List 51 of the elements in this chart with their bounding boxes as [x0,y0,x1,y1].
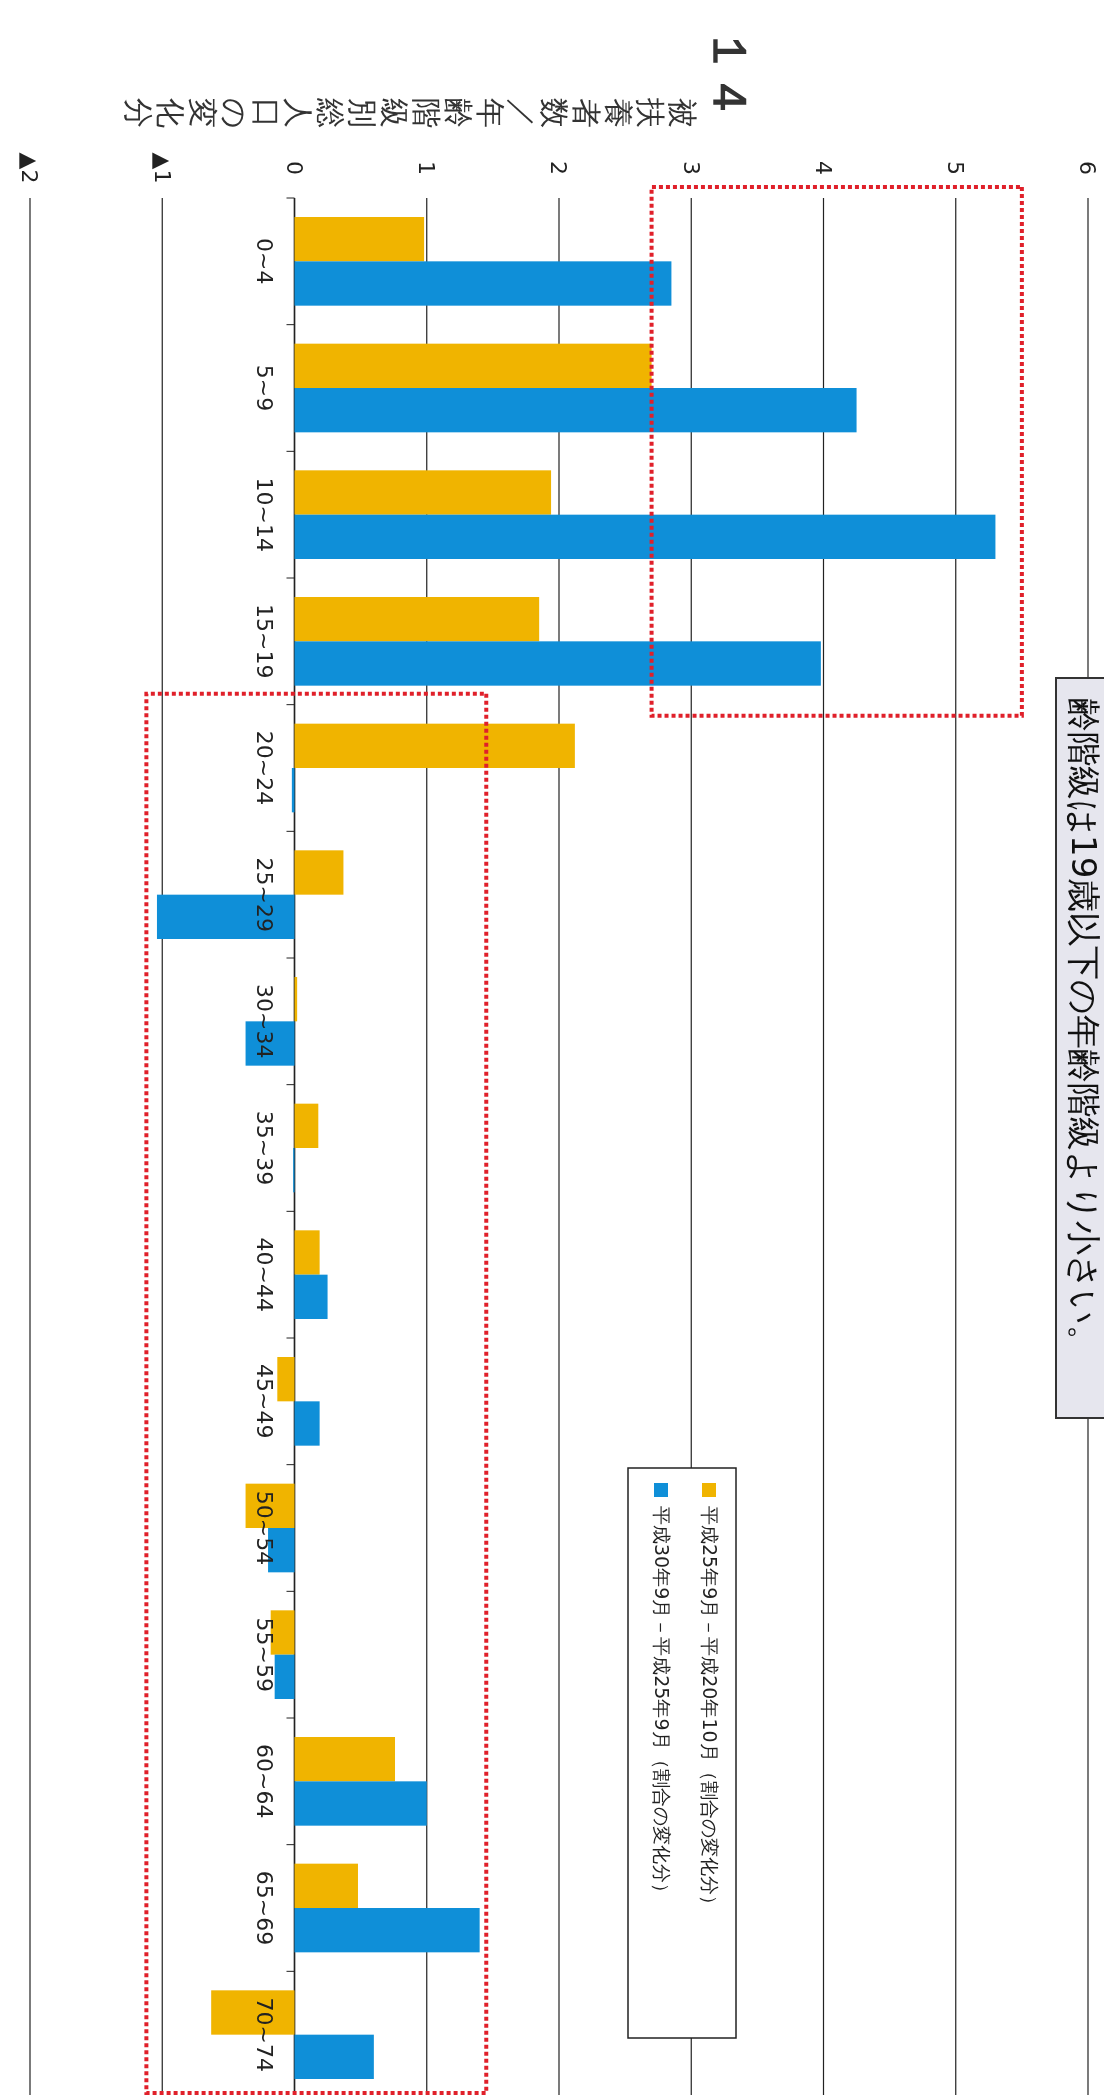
bar [294,1863,358,1908]
x-tick-label: 2 [546,161,572,175]
legend-label: 平成25年9月－平成20年10月（割合の変化分） [699,1506,721,1914]
bar [291,768,295,813]
y-tick-label: 50~54 [251,1490,277,1566]
y-tick-label: 35~39 [251,1110,277,1186]
y-tick-label: 65~69 [251,1870,277,1946]
bar [294,1401,320,1446]
y-tick-label: 10~14 [251,477,277,552]
bar [294,1274,328,1319]
bar [294,514,996,559]
bar [294,470,552,515]
y-tick-label: 5~9 [251,364,277,412]
x-tick-label: ▲2 [17,152,43,184]
legend-label: 平成30年9月－平成25年9月（割合の変化分） [651,1506,673,1902]
bar [294,388,857,433]
bar [294,217,425,262]
y-tick-label: 60~64 [251,1744,277,1819]
x-tick-label: 5 [943,161,969,175]
text: 齢階級は19歳以下の年齢階級より小さい。 [1064,698,1104,1360]
y-tick-label: 55~59 [251,1617,277,1692]
y-tick-label: 25~29 [251,857,277,932]
x-tick-label: 3 [678,161,704,175]
y-tick-label: 70~74 [251,1997,277,2072]
x-tick-label: ▲1 [149,152,175,184]
y-tick-label: 30~34 [251,984,277,1059]
bar [274,1654,295,1699]
bar [294,261,672,306]
x-tick-label: 6 [1075,161,1101,175]
bar [294,1230,320,1275]
bar [294,723,575,768]
x-tick-label: 0 [281,161,307,175]
y-tick-label: 0~4 [251,238,277,285]
bar [294,343,652,388]
y-tick-label: 45~49 [251,1364,277,1439]
y-tick-label: 20~24 [251,730,277,806]
y-tick-label: 40~44 [251,1237,277,1312]
bar [294,1781,427,1826]
bar [294,850,344,895]
bar [294,1908,480,1953]
bar [294,1737,396,1782]
x-tick-label: 1 [414,161,440,175]
bar [294,1103,319,1148]
text: １４ [703,28,757,120]
text: 被扶養者数／年齢階級別総人口の変化分 [121,97,700,129]
bar [277,1357,295,1402]
bar [294,641,821,686]
y-tick-label: 15~19 [251,604,277,679]
bar [294,597,540,642]
x-tick-label: 4 [810,161,836,175]
bar [294,2034,374,2079]
